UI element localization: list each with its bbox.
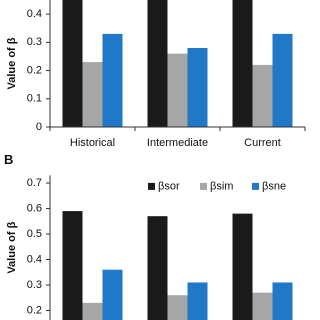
bar xyxy=(62,0,83,127)
bar xyxy=(82,302,103,320)
y-axis-label: Value of β xyxy=(6,37,18,89)
bar xyxy=(272,33,293,127)
y-tick-label: 0.6 xyxy=(27,202,42,214)
bar xyxy=(232,0,253,127)
y-tick-label: 0 xyxy=(36,121,42,133)
legend-label: βsne xyxy=(262,180,286,192)
y-tick-label: 0.7 xyxy=(27,177,42,189)
bar xyxy=(102,33,123,127)
y-tick-label: 0.2 xyxy=(27,64,42,76)
bar xyxy=(82,62,103,127)
bar xyxy=(147,216,168,320)
x-tick-label: Intermediate xyxy=(147,137,208,149)
x-tick-label: Current xyxy=(244,137,281,149)
y-tick-label: 0.3 xyxy=(27,279,42,291)
bar xyxy=(102,269,123,320)
legend-label: βsim xyxy=(210,180,233,192)
bar xyxy=(252,292,273,320)
plot-area xyxy=(62,211,293,320)
y-tick-label: 0.1 xyxy=(27,93,42,105)
bar xyxy=(272,282,293,320)
legend-swatch xyxy=(148,182,155,190)
bar xyxy=(167,295,188,320)
legend-swatch xyxy=(200,182,207,190)
y-tick-label: 0.4 xyxy=(27,253,42,265)
bar xyxy=(252,64,273,127)
y-axis-label: Value of β xyxy=(6,221,18,273)
plot-area xyxy=(62,0,293,127)
bar xyxy=(62,211,83,320)
x-tick-label: Historical xyxy=(70,137,115,149)
bar xyxy=(187,47,208,127)
panel-label: B xyxy=(4,152,13,167)
y-tick-label: 0.3 xyxy=(27,36,42,48)
y-tick-label: 0.5 xyxy=(27,228,42,240)
bar xyxy=(232,213,253,320)
y-tick-label: 0.4 xyxy=(27,8,42,20)
bar xyxy=(187,282,208,320)
legend-swatch xyxy=(252,182,259,190)
y-tick-label: 0.2 xyxy=(27,304,42,316)
bar xyxy=(167,53,188,127)
legend-label: βsor xyxy=(158,180,180,192)
bar xyxy=(147,0,168,127)
